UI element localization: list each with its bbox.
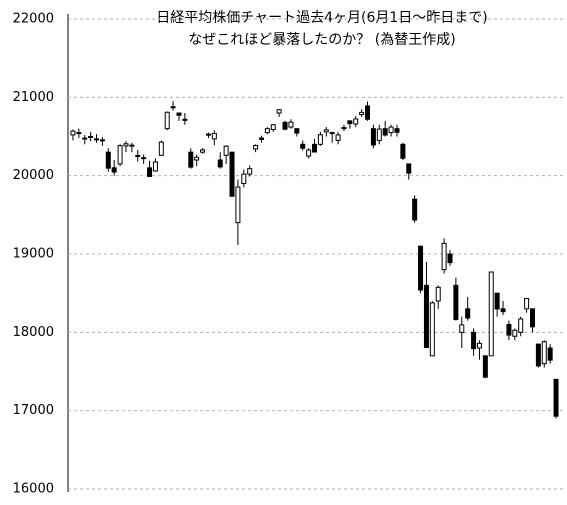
candle-body	[123, 143, 129, 147]
candle-body	[365, 105, 371, 120]
candle-body	[317, 134, 323, 145]
candle-body	[76, 132, 82, 135]
candle-body	[241, 173, 247, 185]
chart-title: 日経平均株価チャート過去4ヶ月(6月1日～昨日まで)	[156, 10, 488, 26]
y-tick-label: 20000	[13, 168, 54, 183]
candle-body	[229, 151, 235, 197]
candle-body	[194, 156, 200, 161]
candle-body	[435, 286, 441, 302]
candle-body	[152, 161, 158, 172]
candle-body	[164, 111, 170, 130]
candle-body	[518, 318, 524, 333]
candle-body	[200, 149, 206, 153]
candle-body	[158, 141, 164, 156]
candle-body	[471, 331, 477, 350]
candle-body	[323, 129, 329, 133]
candle-body	[117, 145, 123, 165]
candle-body	[217, 159, 223, 168]
candle-body	[258, 137, 264, 140]
y-tick-label: 18000	[13, 325, 54, 340]
candle-body	[99, 139, 105, 142]
candle-body	[188, 151, 194, 168]
candle-body	[441, 242, 447, 271]
y-tick-label: 22000	[13, 12, 54, 27]
candle-body	[382, 128, 388, 136]
candle-body	[205, 133, 211, 136]
candle-body	[82, 137, 88, 140]
candle-body	[488, 271, 494, 357]
candle-body	[423, 284, 429, 349]
candle-body	[288, 121, 294, 128]
candle-body	[270, 124, 276, 130]
candle-body	[247, 168, 253, 175]
y-tick-label: 16000	[13, 482, 54, 497]
candle-body	[447, 253, 453, 264]
candle-body	[182, 118, 188, 121]
candle-body	[553, 378, 559, 417]
candle-body	[147, 167, 153, 177]
candle-body	[335, 134, 341, 141]
candle-body	[388, 126, 394, 134]
candle-body	[135, 155, 141, 158]
candle-body	[253, 145, 259, 150]
candle-body	[294, 128, 300, 134]
candle-body	[88, 136, 94, 138]
candle-body	[400, 143, 406, 159]
candle-body	[223, 145, 229, 156]
chart-subtitle: なぜこれほど暴落したのか？ (為替王作成)	[188, 32, 455, 48]
candle-body	[105, 151, 111, 169]
candle-body	[394, 128, 400, 133]
candle-body	[353, 118, 359, 125]
candle-body	[329, 132, 335, 135]
candle-body	[529, 308, 535, 328]
candle-body	[70, 130, 76, 136]
candle-body	[524, 297, 530, 310]
candle-body	[476, 342, 482, 349]
candle-body	[376, 128, 382, 141]
candle-body	[453, 284, 459, 320]
candle-body	[429, 302, 435, 357]
candle-body	[282, 121, 288, 130]
y-tick-label: 17000	[13, 403, 54, 418]
candle-body	[459, 324, 465, 333]
candle-body	[312, 143, 317, 153]
candle-body	[465, 308, 471, 319]
candle-body	[129, 144, 135, 147]
candle-body	[170, 106, 176, 109]
candle-body	[535, 343, 541, 367]
candle-body	[406, 163, 412, 174]
candle-body	[347, 120, 353, 125]
candle-body	[300, 143, 306, 149]
candle-body	[235, 186, 241, 224]
candle-body	[359, 111, 365, 116]
candle-body	[506, 324, 512, 336]
candle-body	[370, 128, 376, 146]
candle-body	[264, 128, 270, 134]
candle-body	[176, 112, 182, 116]
candle-body	[141, 157, 147, 160]
candle-body	[111, 167, 117, 173]
candle-body	[482, 355, 488, 378]
candle-body	[547, 347, 553, 361]
y-tick-label: 21000	[13, 90, 54, 105]
candle-body	[276, 109, 282, 114]
candle-body	[418, 245, 424, 291]
candle-body	[94, 138, 100, 141]
candle-body	[500, 308, 506, 313]
candle-body	[211, 132, 217, 140]
candle-body	[541, 341, 547, 365]
candle-body	[341, 127, 347, 130]
candle-body	[306, 149, 312, 157]
y-tick-label: 19000	[13, 247, 54, 262]
candle-body	[512, 329, 518, 337]
candle-body	[412, 198, 418, 221]
candle-body	[494, 292, 500, 310]
